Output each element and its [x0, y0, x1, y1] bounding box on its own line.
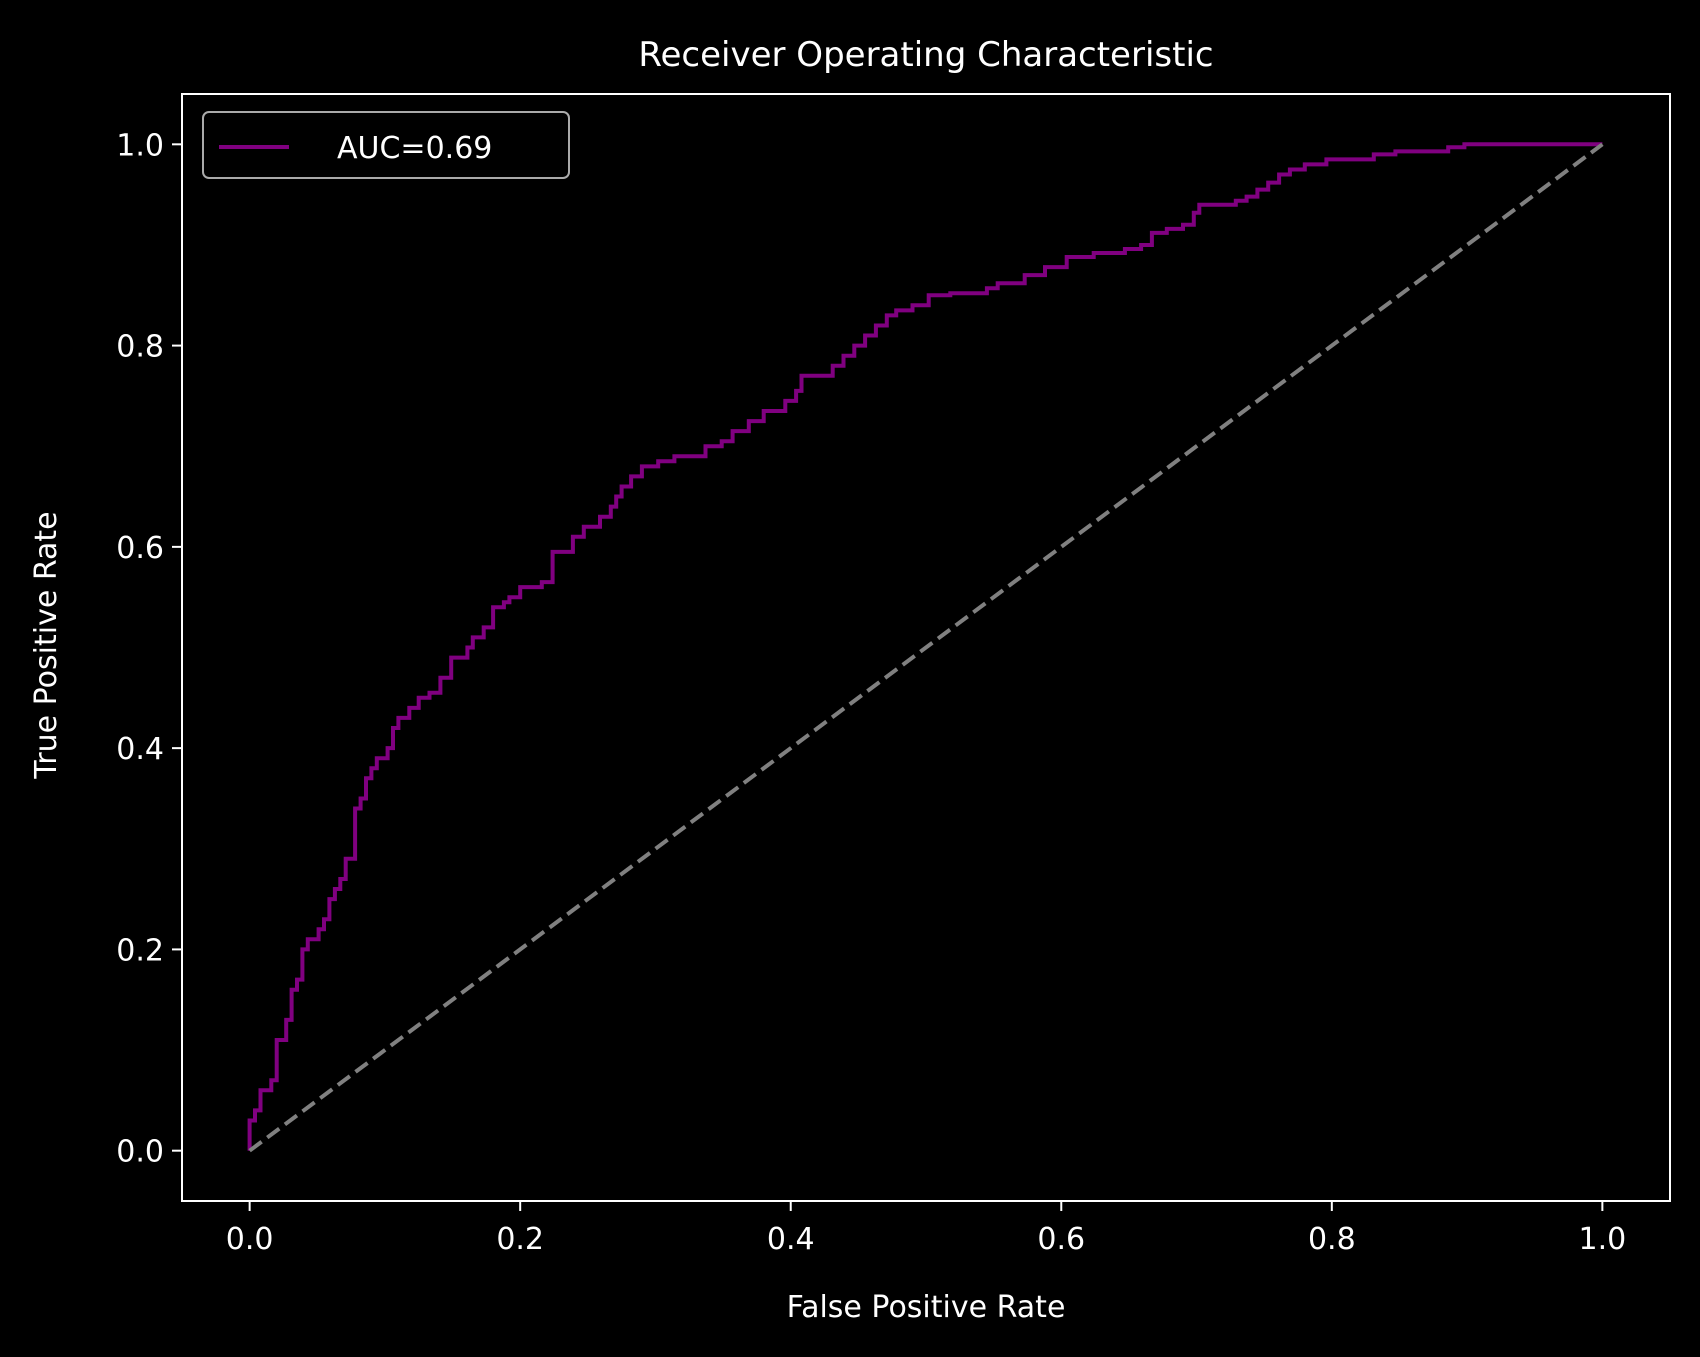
legend-label: AUC=0.69 [337, 131, 492, 166]
x-tick-label: 0.0 [226, 1222, 274, 1257]
x-tick-label: 0.4 [767, 1222, 815, 1257]
roc-curve-line [247, 142, 1603, 1151]
y-tick-label: 0.8 [116, 330, 164, 365]
chart-title: Receiver Operating Characteristic [638, 35, 1213, 75]
plot-area [181, 93, 1671, 1202]
y-axis-ticks: 0.0 0.2 0.4 0.6 0.8 1.0 [116, 128, 182, 1170]
axes-frame [181, 93, 1671, 1202]
legend: AUC=0.69 [202, 111, 570, 179]
y-tick-label: 1.0 [116, 128, 164, 163]
x-tick-label: 0.2 [496, 1222, 544, 1257]
y-tick-label: 0.0 [116, 1135, 164, 1170]
x-tick-label: 1.0 [1579, 1222, 1627, 1257]
x-axis-label: False Positive Rate [787, 1290, 1066, 1325]
y-axis-label: True Positive Rate [29, 511, 64, 779]
chance-diagonal-line [248, 142, 1604, 1153]
y-tick-label: 0.4 [116, 732, 164, 767]
y-tick-label: 0.6 [116, 531, 164, 566]
x-tick-label: 0.8 [1308, 1222, 1356, 1257]
y-tick-label: 0.2 [116, 933, 164, 968]
x-tick-label: 0.6 [1037, 1222, 1085, 1257]
x-axis-ticks: 0.0 0.2 0.4 0.6 0.8 1.0 [226, 1201, 1626, 1257]
legend-box [202, 111, 570, 179]
